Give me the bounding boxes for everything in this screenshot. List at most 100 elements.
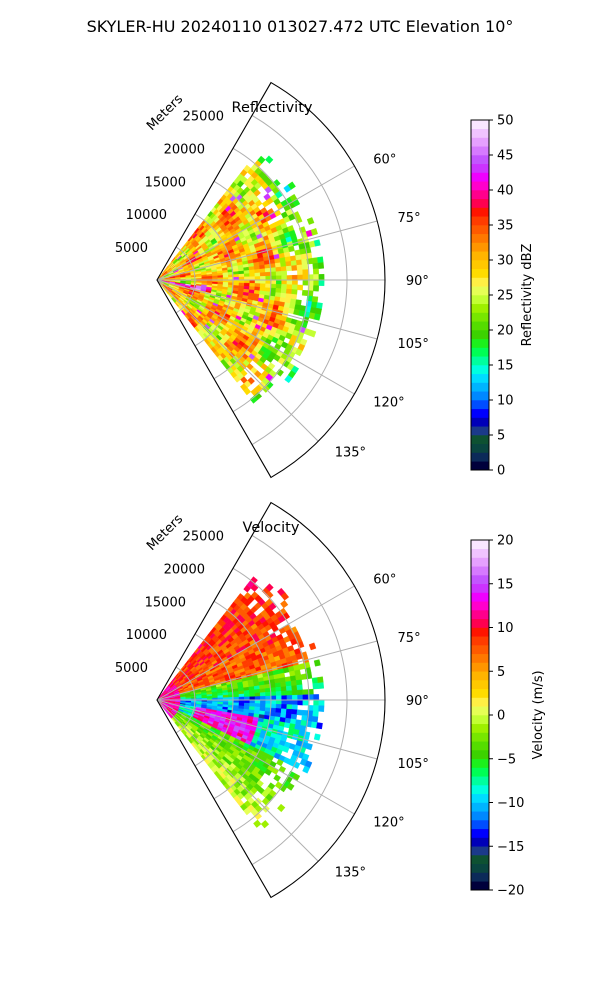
radial-tick-label: 20000 bbox=[164, 142, 205, 157]
field-cell bbox=[249, 702, 256, 708]
field-cell bbox=[275, 695, 282, 701]
reflectivity-sector-frame bbox=[156, 81, 386, 479]
field-cell bbox=[301, 263, 309, 271]
field-cell bbox=[270, 283, 277, 289]
field-cell bbox=[270, 271, 277, 277]
field-cell bbox=[301, 289, 309, 297]
field-cell bbox=[270, 691, 277, 697]
field-cell bbox=[233, 271, 240, 275]
field-cell bbox=[277, 803, 286, 813]
field-cell bbox=[265, 699, 272, 705]
colorbar-segment bbox=[471, 216, 489, 226]
colorbar-segment bbox=[471, 373, 489, 383]
field-cell bbox=[291, 284, 298, 291]
colorbar-tick-label: 20 bbox=[497, 534, 514, 549]
colorbar-segment bbox=[471, 426, 489, 436]
field-cell bbox=[284, 676, 292, 683]
field-cell bbox=[297, 689, 304, 696]
colorbar-segment bbox=[471, 767, 489, 777]
field-cell bbox=[286, 275, 293, 281]
field-cell bbox=[275, 288, 282, 294]
field-cell bbox=[275, 368, 284, 377]
field-cell bbox=[316, 302, 323, 310]
velocity-colorbar: −20 −15 −10 −5 0 5 10 15 20 bbox=[470, 534, 524, 899]
field-cell bbox=[270, 703, 277, 709]
field-cell bbox=[265, 271, 272, 277]
field-cell bbox=[265, 275, 272, 281]
field-cell bbox=[312, 710, 319, 718]
colorbar-segment bbox=[471, 802, 489, 812]
colorbar-segment bbox=[471, 723, 489, 733]
colorbar-segment bbox=[471, 793, 489, 803]
field-cell bbox=[222, 274, 229, 278]
colorbar-segment bbox=[471, 776, 489, 786]
velocity-title: Velocity bbox=[243, 520, 300, 536]
colorbar-segment bbox=[471, 557, 489, 567]
colorbar-segment bbox=[471, 347, 489, 357]
field-cell bbox=[308, 642, 317, 651]
colorbar-segment bbox=[471, 645, 489, 655]
field-cell bbox=[272, 179, 281, 188]
field-cell bbox=[249, 699, 256, 704]
reflectivity-grid bbox=[156, 115, 385, 445]
field-cell bbox=[317, 676, 324, 684]
field-cell bbox=[285, 685, 293, 692]
field-cell bbox=[296, 709, 303, 716]
reflectivity-title: Reflectivity bbox=[232, 100, 313, 116]
field-cell bbox=[274, 682, 282, 688]
colorbar-segment bbox=[471, 881, 489, 891]
field-cell bbox=[317, 262, 325, 269]
field-cell bbox=[265, 691, 272, 697]
field-cell bbox=[297, 699, 304, 706]
field-cell bbox=[295, 254, 302, 261]
field-cell bbox=[281, 690, 288, 696]
field-cell bbox=[295, 679, 303, 686]
colorbar-segment bbox=[471, 601, 489, 611]
colorbar-tick-label: 20 bbox=[497, 324, 514, 339]
colorbar-segment bbox=[471, 391, 489, 401]
colorbar-segment bbox=[471, 662, 489, 672]
colorbar-tick-label: −20 bbox=[497, 884, 524, 899]
azimuth-tick-label: 120° bbox=[373, 395, 404, 410]
field-cell bbox=[282, 746, 290, 753]
field-cell bbox=[316, 722, 323, 730]
colorbar-tick-label: −15 bbox=[497, 840, 524, 855]
field-cell bbox=[308, 329, 317, 338]
field-cell bbox=[270, 275, 277, 281]
field-cell bbox=[297, 269, 304, 276]
field-cell bbox=[297, 274, 304, 281]
colorbar-segment bbox=[471, 540, 489, 550]
field-cell bbox=[302, 694, 309, 701]
field-cell bbox=[275, 279, 282, 285]
radial-tick-label: 5000 bbox=[115, 241, 148, 256]
field-cell bbox=[301, 709, 309, 717]
colorbar-segment bbox=[471, 417, 489, 427]
colorbar-segment bbox=[471, 172, 489, 182]
field-cell bbox=[280, 681, 287, 688]
field-cell bbox=[259, 272, 266, 277]
field-cell bbox=[260, 695, 266, 701]
field-cell bbox=[290, 680, 298, 687]
field-cell bbox=[291, 274, 298, 281]
field-cell bbox=[238, 273, 245, 278]
radial-tick-label: 20000 bbox=[164, 562, 205, 577]
field-cell bbox=[313, 279, 320, 286]
field-cell bbox=[297, 694, 304, 701]
field-cell bbox=[254, 688, 261, 694]
field-cell bbox=[286, 279, 293, 285]
field-cell bbox=[275, 691, 282, 697]
field-cell bbox=[275, 703, 282, 709]
colorbar-segment bbox=[471, 715, 489, 725]
azimuth-tick-label: 60° bbox=[373, 153, 396, 168]
field-cell bbox=[310, 228, 318, 236]
colorbar-segment bbox=[471, 846, 489, 856]
field-cell bbox=[318, 273, 325, 281]
azimuth-tick-label: 75° bbox=[398, 211, 421, 226]
velocity-panel: Velocity 5000 10000 15000 20000 25000 60° 75°… bbox=[115, 501, 546, 899]
colorbar-segment bbox=[471, 277, 489, 287]
field-cell bbox=[249, 576, 258, 585]
colorbar-segment bbox=[471, 811, 489, 821]
reflectivity-colorbar: 0 5 10 15 20 25 30 35 40 45 50 bbox=[470, 114, 514, 479]
velocity-radial-axis-label: Meters bbox=[144, 512, 186, 554]
colorbar-segment bbox=[471, 855, 489, 865]
